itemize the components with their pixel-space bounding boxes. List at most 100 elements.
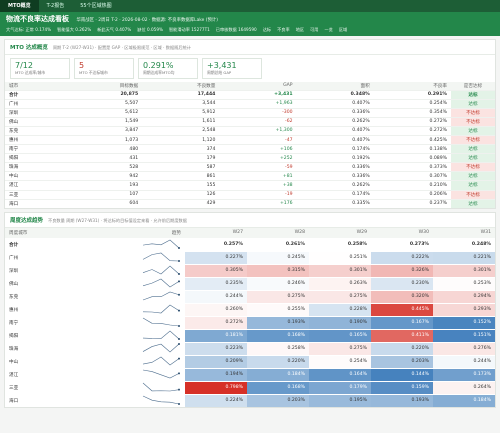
- table-row: 合计 0.257% 0.261% 0.258% 0.273% 0.248%: [5, 237, 495, 252]
- heat-cell: 0.184%: [247, 367, 309, 382]
- table-cell: -19: [219, 189, 297, 200]
- table-cell: 广州: [5, 250, 137, 265]
- stat: 达标: [262, 27, 272, 32]
- heat-cell: 0.190%: [309, 315, 371, 330]
- column-header: 不良率: [373, 82, 451, 90]
- table-cell: 达标: [451, 180, 495, 191]
- table-cell: 107: [65, 189, 143, 200]
- table-cell: 0.210%: [373, 180, 451, 191]
- table-cell: 604: [65, 198, 143, 209]
- table-row: 珠海 528 587 -59 0.336% 0.373% 不达标: [5, 162, 495, 172]
- table-row: 深圳 5,612 5,912 -300 0.336% 0.354% 不达标: [5, 107, 495, 118]
- table-cell: 达标: [451, 125, 495, 136]
- sparkline: [142, 343, 180, 353]
- sparkline-cell: [137, 367, 185, 382]
- table-cell: 湛江: [5, 367, 137, 382]
- heat-cell: 0.272%: [185, 315, 247, 330]
- heat-cell: 0.261%: [247, 237, 309, 252]
- table-row: 惠州 0.260% 0.255% 0.228% 0.445% 0.293%: [5, 302, 495, 317]
- section-title: 周度达成趋势: [10, 218, 44, 225]
- table-row: 东莞 3,847 2,548 +1,300 0.407% 0.272% 达标: [5, 125, 495, 136]
- table-cell: 南宁: [5, 315, 137, 330]
- heat-cell: 0.222%: [371, 250, 433, 265]
- sparkline-dot: [178, 357, 180, 360]
- sparkline-cell: [137, 263, 185, 278]
- stat: 智能滑动率 15277T1: [168, 27, 210, 32]
- heat-cell: 0.275%: [309, 289, 371, 304]
- stat: 缺位 0.059%: [137, 27, 163, 32]
- table-cell: 广州: [5, 98, 65, 109]
- column-header: W28: [247, 228, 309, 239]
- heat-cell: 0.293%: [433, 302, 495, 317]
- table-cell: 0.089%: [373, 153, 451, 163]
- table-cell: 惠州: [5, 302, 137, 317]
- table-row: 南宁 480 374 +106 0.174% 0.138% 达标: [5, 144, 495, 154]
- kpi-label: 周期达成率MTO均: [143, 70, 175, 75]
- heat-cell: 0.294%: [433, 289, 495, 304]
- table-row: 揭阳 0.181% 0.168% 0.165% 0.411% 0.151%: [5, 328, 495, 343]
- heat-cell: 0.258%: [309, 237, 371, 252]
- table-cell: 揭阳: [5, 153, 65, 163]
- table-cell: 惠州: [5, 134, 65, 145]
- table-cell: +252: [219, 153, 297, 163]
- heat-cell: 0.230%: [371, 276, 433, 291]
- sparkline-cell: [137, 393, 185, 407]
- heat-cell: 0.227%: [185, 250, 247, 265]
- heat-cell: 0.221%: [433, 250, 495, 265]
- table-cell: 东莞: [5, 125, 65, 136]
- sparkline-cell: [137, 328, 185, 343]
- stat: 地区: [295, 27, 305, 32]
- sparkline-line: [142, 291, 180, 301]
- table-cell: 1,120: [142, 134, 220, 145]
- stat: 可用: [310, 27, 319, 32]
- heat-cell: 0.195%: [309, 393, 371, 407]
- table-cell: 不达标: [451, 162, 495, 172]
- table-row: 中山 0.209% 0.220% 0.254% 0.203% 0.244%: [5, 354, 495, 369]
- table-cell: 达标: [451, 171, 495, 181]
- heat-cell: 0.193%: [371, 393, 433, 407]
- heat-cell: 0.246%: [247, 276, 309, 291]
- table-cell: 达标: [451, 98, 495, 109]
- sparkline-dot: [178, 309, 180, 312]
- trend-section: 周度达成趋势 不良数量 周期 (W27-W31) · 将达标的目标值设定来看 · …: [4, 212, 496, 408]
- table-cell: 431: [65, 153, 143, 163]
- heat-cell: 0.253%: [433, 276, 495, 291]
- sparkline: [142, 252, 180, 262]
- table-cell: 0.237%: [373, 198, 451, 209]
- tab-bar: MTO概览 T-2报告 55个区域热图: [0, 0, 500, 12]
- section-header: MTO 达成概览 周期 T-2 (W27-W31) · 配置是 GAP · 区域极…: [5, 40, 495, 55]
- heat-cell: 0.245%: [247, 250, 309, 265]
- table-cell: 179: [142, 153, 220, 163]
- sparkline-cell: [137, 380, 185, 395]
- table-cell: 东莞: [5, 289, 137, 304]
- kpi-card: 0.291% 周期达成率MTO均: [138, 58, 198, 79]
- stat: 一览: [324, 27, 333, 32]
- heat-cell: 0.258%: [247, 341, 309, 356]
- heat-cell: 0.275%: [247, 289, 309, 304]
- sparkline-cell: [137, 250, 185, 265]
- tab[interactable]: T-2报告: [46, 3, 65, 9]
- kpi-value: 7/12: [15, 61, 33, 70]
- sparkline: [142, 369, 180, 379]
- table-cell: 揭阳: [5, 328, 137, 343]
- column-header: 不良数量: [142, 82, 220, 90]
- table-cell: 深圳: [5, 107, 65, 118]
- table-cell: 528: [65, 162, 143, 172]
- table-cell: 2,548: [142, 125, 220, 136]
- heat-cell: 0.224%: [185, 393, 247, 407]
- table-cell: 不达标: [451, 134, 495, 145]
- tab[interactable]: 55个区域热图: [80, 3, 112, 9]
- heat-cell: 0.164%: [309, 367, 371, 382]
- sparkline-cell: [137, 289, 185, 304]
- stat: 区域: [338, 27, 348, 32]
- table-row: 东莞 0.244% 0.275% 0.275% 0.320% 0.294%: [5, 289, 495, 304]
- heat-cell: 0.151%: [433, 328, 495, 343]
- table-cell: 0.138%: [373, 144, 451, 154]
- heat-cell: 0.159%: [371, 380, 433, 395]
- stat: 大气达标: 正常 0.174%: [6, 27, 52, 32]
- table-row: 合计 20,875 17,444 +3,431 0.348% 0.291% 达标: [5, 89, 495, 100]
- tab[interactable]: MTO概览: [0, 0, 39, 12]
- trend-table: 周度城市 趋势 W27 W28 W29 W30 W31 合计 0.257% 0.261% 0.258…: [5, 228, 495, 407]
- table-cell: 达标: [451, 144, 495, 154]
- meta: 华南战区 · 2周日 T-2 · 2026-08-02 · 数据源: 不良率数据…: [76, 18, 218, 23]
